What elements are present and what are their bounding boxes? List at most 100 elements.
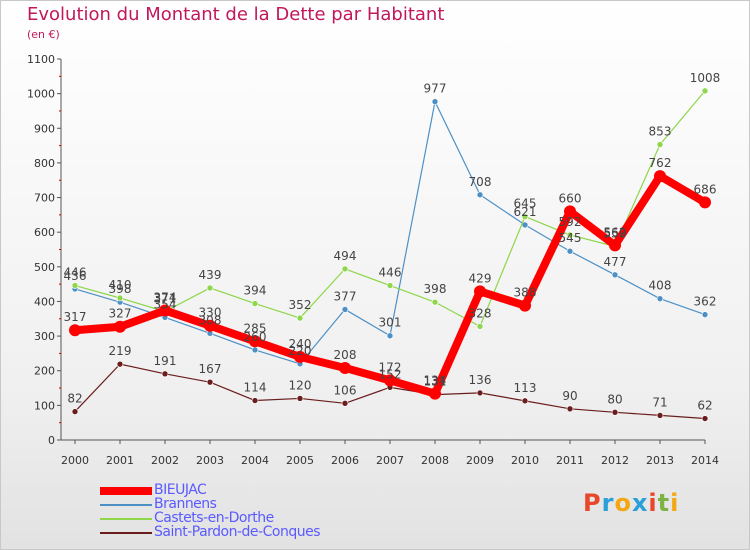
- data-label: 208: [334, 348, 357, 362]
- data-point: [384, 374, 396, 387]
- data-label: 308: [199, 313, 222, 327]
- data-point: [296, 395, 304, 402]
- data-label: 388: [514, 286, 537, 300]
- data-label: 136: [469, 373, 492, 387]
- data-label: 260: [244, 330, 267, 344]
- x-tick-label: 2007: [376, 454, 404, 467]
- data-label: 191: [154, 354, 177, 368]
- data-label: 592: [559, 215, 582, 229]
- legend-swatch: [100, 532, 152, 534]
- proxiti-logo: Proxiti: [583, 489, 679, 517]
- data-label: 172: [379, 360, 402, 374]
- data-point: [341, 399, 349, 407]
- data-label: 429: [469, 271, 492, 285]
- x-tick-label: 2002: [151, 454, 179, 467]
- x-tick-label: 2008: [421, 454, 449, 467]
- data-label: 220: [289, 344, 312, 358]
- y-tick-label: 100: [34, 399, 55, 412]
- data-label: 394: [244, 284, 267, 298]
- data-point: [656, 295, 664, 302]
- data-label: 82: [67, 392, 82, 406]
- data-point: [431, 98, 439, 105]
- data-point: [116, 294, 124, 302]
- data-point: [386, 332, 394, 340]
- data-point: [341, 306, 349, 313]
- data-point: [656, 141, 664, 148]
- x-tick-label: 2012: [601, 454, 629, 467]
- y-tick-label: 700: [34, 192, 55, 205]
- y-tick-label: 900: [34, 122, 55, 135]
- logo-letter: x: [631, 489, 649, 517]
- data-label: 330: [199, 306, 222, 320]
- data-point: [429, 387, 441, 400]
- y-tick-label: 1100: [27, 53, 55, 66]
- legend-swatch: [100, 487, 152, 495]
- data-label: 113: [514, 381, 537, 395]
- logo-letter: i: [648, 489, 658, 517]
- data-label: 167: [199, 362, 222, 376]
- data-label: 374: [154, 290, 177, 304]
- x-tick-label: 2010: [511, 454, 539, 467]
- data-label: 114: [244, 381, 267, 395]
- data-point: [519, 299, 531, 312]
- data-point: [206, 284, 214, 292]
- data-point: [701, 87, 709, 95]
- data-point: [611, 408, 619, 416]
- data-point: [476, 323, 484, 330]
- data-label: 762: [649, 156, 672, 170]
- data-label: 285: [244, 321, 267, 335]
- data-label: 352: [289, 298, 312, 312]
- data-point: [611, 271, 619, 279]
- data-label: 645: [514, 197, 537, 211]
- data-label: 362: [694, 295, 717, 309]
- legend-label: Brannens: [154, 496, 217, 512]
- x-tick-label: 2004: [241, 454, 269, 467]
- y-tick-label: 400: [34, 295, 55, 308]
- logo-letter: r: [601, 489, 615, 517]
- legend-label: BIEUJAC: [154, 482, 207, 498]
- data-label: 686: [694, 182, 717, 196]
- data-label: 106: [334, 383, 357, 397]
- legend-swatch: [100, 504, 152, 506]
- data-label: 62: [697, 399, 712, 413]
- data-label: 240: [289, 337, 312, 351]
- data-point: [521, 213, 529, 220]
- data-point: [564, 205, 576, 218]
- x-tick-label: 2000: [61, 454, 89, 467]
- data-point: [339, 361, 351, 374]
- data-label: 408: [649, 279, 672, 293]
- data-point: [251, 300, 259, 307]
- data-point: [206, 378, 214, 386]
- data-label: 90: [562, 389, 577, 403]
- data-point: [251, 346, 259, 354]
- data-label: 494: [334, 249, 357, 263]
- y-tick-label: 600: [34, 226, 55, 239]
- data-point: [71, 408, 79, 415]
- data-point: [521, 397, 529, 405]
- x-tick-label: 2005: [286, 454, 314, 467]
- data-point: [476, 389, 484, 397]
- logo-letter: i: [670, 489, 680, 517]
- data-label: 317: [64, 310, 87, 324]
- x-tick-label: 2011: [556, 454, 584, 467]
- logo-letter: o: [614, 489, 632, 517]
- data-point: [701, 311, 709, 318]
- data-label: 80: [607, 392, 622, 406]
- data-label: 152: [379, 367, 402, 381]
- data-point: [204, 319, 216, 332]
- data-label: 131: [424, 375, 447, 389]
- data-point: [566, 231, 574, 239]
- data-label: 446: [379, 266, 402, 280]
- y-tick-label: 800: [34, 157, 55, 170]
- data-point: [296, 314, 304, 322]
- chart-title: Evolution du Montant de la Dette par Hab…: [27, 4, 445, 25]
- y-tick-label: 200: [34, 365, 55, 378]
- data-point: [249, 335, 261, 348]
- data-point: [656, 412, 664, 419]
- data-label: 708: [469, 175, 492, 189]
- chart-subtitle: (en €): [27, 28, 60, 41]
- x-tick-label: 2006: [331, 454, 359, 467]
- data-label: 398: [109, 282, 132, 296]
